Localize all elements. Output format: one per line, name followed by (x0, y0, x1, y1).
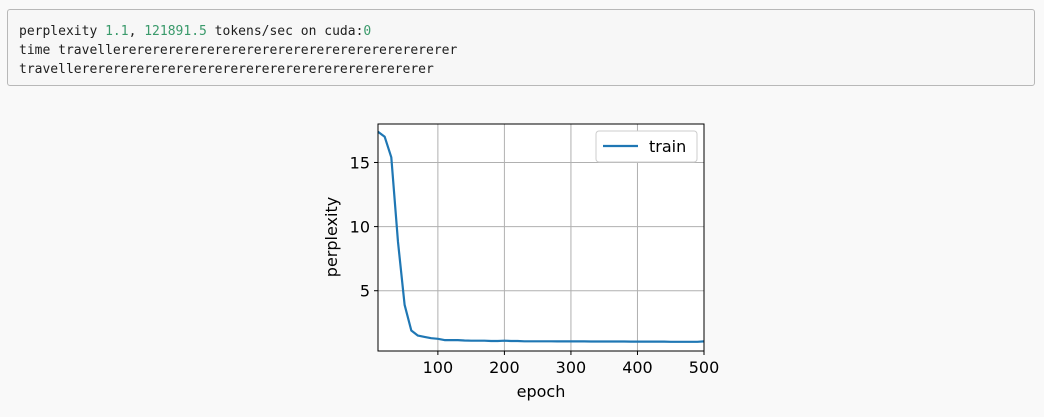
output-line-1: perplexity 1.1, 121891.5 tokens/sec on c… (19, 24, 371, 39)
tokens-per-sec-label: tokens/sec on cuda: (206, 24, 364, 39)
x-tick-label: 400 (622, 358, 653, 377)
y-axis-label: perplexity (322, 197, 341, 277)
x-tick-label: 100 (423, 358, 454, 377)
output-line-2: time travellerererererererererererererer… (19, 43, 458, 58)
y-tick-label: 10 (350, 218, 370, 237)
plot-frame (377, 123, 705, 352)
separator: , (128, 24, 145, 39)
perplexity-label: perplexity (19, 24, 106, 39)
cell-output: perplexity 1.1, 121891.5 tokens/sec on c… (7, 9, 1035, 86)
tokens-per-sec-value: 121891.5 (144, 24, 207, 39)
output-line-3: travellerererererererererererererererere… (19, 62, 434, 77)
x-tick-label: 500 (689, 358, 720, 377)
y-tick-label: 5 (360, 282, 370, 301)
train-line (377, 130, 705, 343)
legend: train (595, 130, 698, 163)
y-tick-label: 15 (350, 153, 370, 172)
legend-label-train: train (649, 137, 686, 156)
ticks: 100 200 300 400 500 5 10 15 (350, 153, 720, 377)
x-tick-label: 300 (556, 358, 587, 377)
x-axis-label: epoch (517, 382, 566, 401)
output-text: perplexity 1.1, 121891.5 tokens/sec on c… (19, 22, 457, 79)
legend-box (595, 130, 698, 163)
perplexity-value: 1.1 (105, 24, 129, 39)
x-tick-label: 200 (489, 358, 520, 377)
device-index: 0 (363, 24, 372, 39)
